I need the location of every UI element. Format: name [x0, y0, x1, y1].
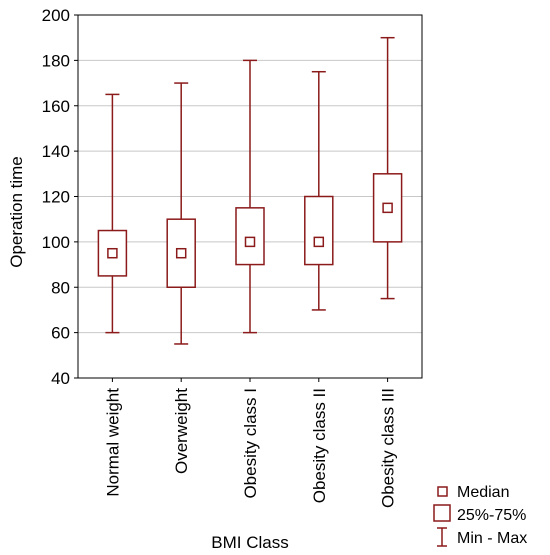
- box-4: [372, 36, 403, 300]
- legend-item-iqr: 25%-75%: [433, 504, 526, 524]
- y-tick-label: 80: [51, 278, 70, 297]
- legend: Median 25%-75% Min - Max: [433, 484, 527, 547]
- iqr-box: [372, 173, 403, 243]
- y-tick-label: 40: [51, 369, 70, 388]
- median-marker: [107, 247, 118, 259]
- y-tick-label: 140: [42, 142, 70, 161]
- x-category-label: Obesity class III: [379, 388, 398, 508]
- box-2: [235, 59, 265, 334]
- box-1: [166, 82, 196, 345]
- legend-median-swatch: [437, 486, 448, 497]
- legend-item-range: Min - Max: [437, 527, 527, 547]
- iqr-box: [304, 195, 334, 266]
- y-tick-label: 100: [42, 233, 70, 252]
- median-marker: [244, 236, 256, 248]
- y-tick-label: 120: [42, 188, 70, 207]
- iqr-box: [166, 218, 196, 288]
- box-0: [97, 93, 128, 334]
- y-tick-label: 200: [42, 6, 70, 25]
- legend-iqr-label: 25%-75%: [457, 507, 526, 524]
- median-marker: [313, 236, 325, 248]
- box-3: [304, 70, 334, 311]
- legend-median-label: Median: [457, 484, 509, 501]
- y-axis-ticks: 40 60 80 100 120 140 160 180 200: [42, 6, 78, 388]
- median-marker: [175, 247, 187, 259]
- x-category-label: Obesity class I: [241, 388, 260, 499]
- legend-iqr-swatch: [433, 504, 451, 522]
- y-axis-title: Operation time: [7, 156, 26, 268]
- x-category-label: Obesity class II: [310, 388, 329, 503]
- y-tick-label: 60: [51, 324, 70, 343]
- iqr-box: [235, 207, 265, 266]
- y-tick-label: 160: [42, 97, 70, 116]
- x-category-label: Normal weight: [103, 388, 122, 497]
- y-tick-label: 180: [42, 51, 70, 70]
- legend-range-label: Min - Max: [457, 530, 527, 547]
- median-marker: [382, 202, 393, 214]
- legend-item-median: Median: [437, 484, 509, 501]
- box-series: [97, 36, 403, 345]
- x-axis-category-labels: Normal weight Overweight Obesity class I Ob…: [103, 378, 398, 508]
- iqr-box: [97, 229, 128, 277]
- x-axis-title: BMI Class: [211, 533, 288, 552]
- x-category-label: Overweight: [172, 388, 191, 474]
